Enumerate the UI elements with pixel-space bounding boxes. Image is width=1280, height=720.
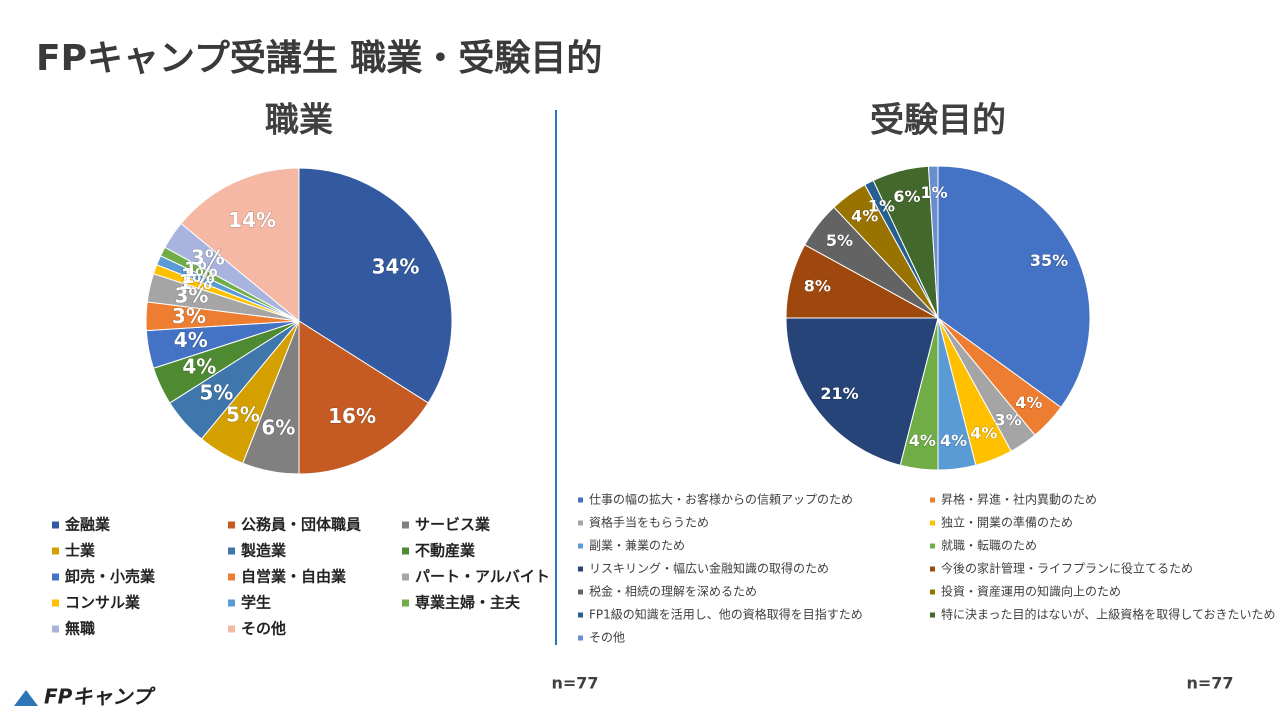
legend-label: 今後の家計管理・ライフプランに役立てるため xyxy=(941,561,1193,576)
legend-swatch xyxy=(578,566,583,572)
legend-swatch xyxy=(402,573,409,581)
slice-label: 1% xyxy=(178,270,212,294)
legend-swatch xyxy=(930,520,935,526)
legend-label: 専業主婦・主夫 xyxy=(415,594,521,612)
legend-label: 昇格・昇進・社内異動のため xyxy=(941,492,1097,507)
legend-swatch xyxy=(402,599,409,607)
legend-label: コンサル業 xyxy=(65,594,141,612)
chart-title: 職業 xyxy=(265,101,333,141)
sample-size: n=77 xyxy=(551,674,598,693)
legend-swatch xyxy=(930,497,935,503)
slice-label: 3% xyxy=(191,246,225,270)
legend-label: その他 xyxy=(589,631,625,645)
slice-label: 1% xyxy=(181,264,215,288)
slice-label: 3% xyxy=(994,411,1021,430)
legend-swatch xyxy=(228,521,235,529)
legend-label: FP1級の知識を活用し、他の資格取得を目指すため xyxy=(589,607,863,622)
legend-label: 特に決まった目的はないが、上級資格を取得しておきたいため xyxy=(941,607,1276,622)
legend-swatch xyxy=(52,599,59,607)
legend-label: その他 xyxy=(241,620,286,638)
legend-swatch xyxy=(228,573,235,581)
pie-slice xyxy=(180,167,300,323)
slide-title: FPキャンプ受講生 職業・受験目的 xyxy=(36,37,602,79)
slice-label: 5% xyxy=(826,231,853,250)
slice-label: 5% xyxy=(226,402,260,426)
slice-label: 6% xyxy=(893,187,920,206)
legend-swatch xyxy=(578,520,583,526)
pie-slice xyxy=(785,317,939,466)
legend-swatch xyxy=(578,497,583,503)
legend-swatch xyxy=(52,521,59,529)
legend-swatch xyxy=(930,566,935,572)
slice-label: 4% xyxy=(174,328,208,352)
legend-label: 製造業 xyxy=(240,542,287,560)
legend-label: 就職・転職のため xyxy=(941,539,1037,553)
pie-slice xyxy=(298,167,453,404)
legend-swatch xyxy=(402,521,409,529)
slice-label: 4% xyxy=(909,431,936,450)
legend-swatch xyxy=(930,589,935,595)
legend-label: 士業 xyxy=(65,542,96,560)
legend-label: 不動産業 xyxy=(415,542,476,560)
logo-icon xyxy=(14,690,38,706)
legend-label: サービス業 xyxy=(415,516,491,534)
sample-size: n=77 xyxy=(1186,674,1233,693)
slice-label: 5% xyxy=(199,380,233,404)
legend-swatch xyxy=(52,625,59,633)
legend-swatch xyxy=(930,612,935,618)
slice-label: 35% xyxy=(1030,251,1068,270)
slice-label: 8% xyxy=(804,277,831,296)
legend-label: 無職 xyxy=(65,620,95,638)
legend-swatch xyxy=(52,573,59,581)
legend-label: リスキリング・幅広い金融知識の取得のため xyxy=(589,561,829,576)
slice-label: 34% xyxy=(372,254,420,278)
slice-label: 4% xyxy=(970,423,997,442)
slice-label: 14% xyxy=(228,208,276,232)
legend-label: 資格手当をもらうため xyxy=(589,515,709,530)
pie-slice xyxy=(927,165,939,319)
chart-title: 受験目的 xyxy=(870,101,1006,141)
legend-label: 自営業・自由業 xyxy=(241,568,347,586)
legend-swatch xyxy=(578,635,583,641)
slice-label: 4% xyxy=(851,207,878,226)
legend-swatch xyxy=(228,599,235,607)
legend-label: パート・アルバイト xyxy=(415,568,550,586)
slice-label: 16% xyxy=(328,404,376,428)
slice-label: 21% xyxy=(820,384,858,403)
legend-swatch xyxy=(228,547,235,555)
legend-label: 投資・資産運用の知識向上のため xyxy=(941,584,1121,599)
legend-swatch xyxy=(228,625,235,633)
slice-label: 4% xyxy=(182,354,216,378)
legend-label: 独立・開業の準備のため xyxy=(941,515,1073,530)
slice-label: 1% xyxy=(920,183,947,202)
slice-label: 4% xyxy=(1015,393,1042,412)
slice-label: 3% xyxy=(175,283,209,307)
slice-label: 4% xyxy=(940,431,967,450)
legend-label: 仕事の幅の拡大・お客様からの信頼アップのため xyxy=(589,492,853,507)
legend-label: 金融業 xyxy=(64,516,111,534)
slice-label: 1% xyxy=(868,196,895,215)
legend-label: 税金・相続の理解を深めるため xyxy=(589,584,757,599)
slice-label: 1% xyxy=(184,257,218,281)
legend-swatch xyxy=(578,612,583,618)
slice-label: 6% xyxy=(261,416,295,440)
slice-label: 3% xyxy=(172,304,206,328)
legend-swatch xyxy=(578,589,583,595)
logo-text: FPキャンプ xyxy=(44,685,156,709)
legend-label: 卸売・小売業 xyxy=(65,568,156,586)
pie-slice xyxy=(298,320,429,475)
pie-slice xyxy=(937,165,1091,409)
legend-swatch xyxy=(52,547,59,555)
legend-swatch xyxy=(930,543,935,549)
legend-swatch xyxy=(402,547,409,555)
legend-label: 公務員・団体職員 xyxy=(241,516,361,534)
legend-label: 副業・兼業のため xyxy=(589,539,685,553)
logo: FPキャンプ xyxy=(14,685,156,709)
legend-label: 学生 xyxy=(241,594,271,612)
legend-swatch xyxy=(578,543,583,549)
